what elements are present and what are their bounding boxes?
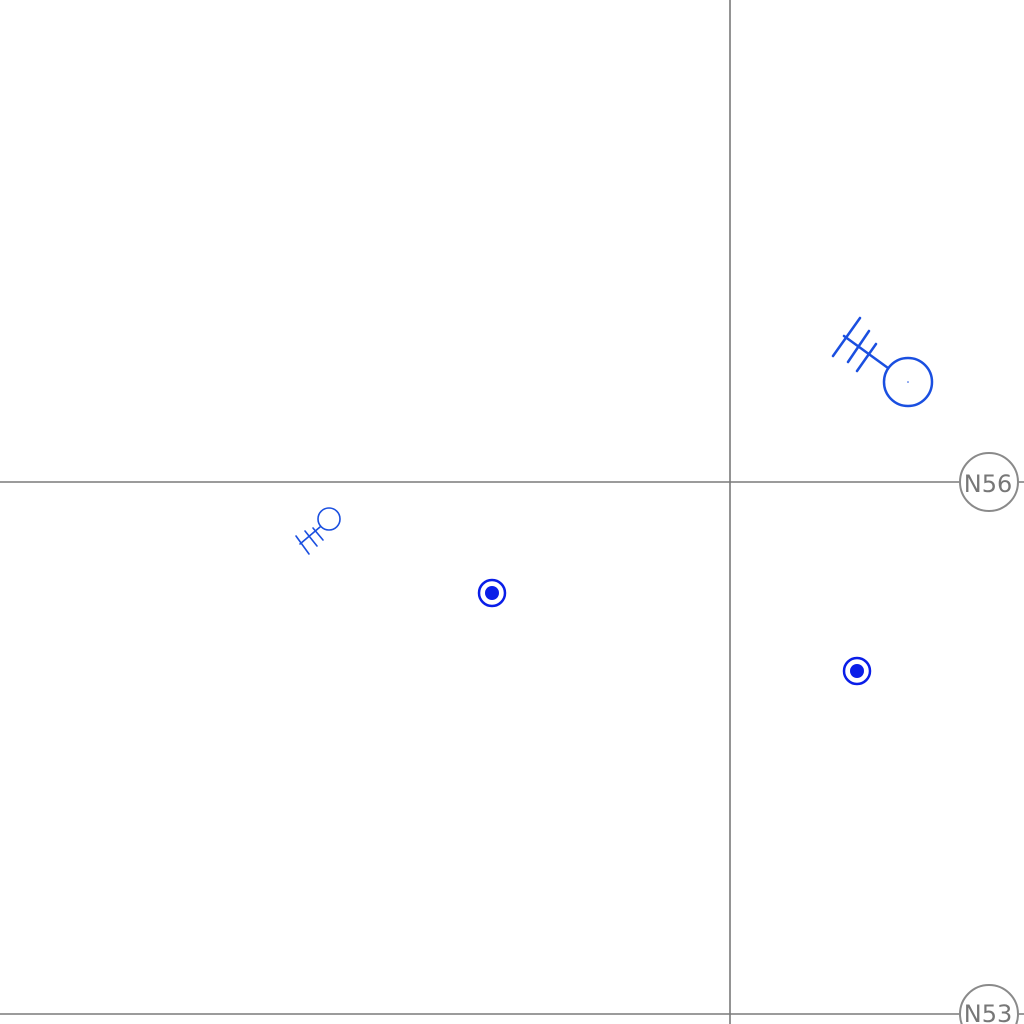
grid-label-badge-icon	[959, 452, 1019, 512]
station-marker-left[interactable]	[477, 578, 507, 608]
wind-barb-small[interactable]	[295, 507, 341, 555]
wind-barb-large[interactable]	[831, 316, 934, 408]
station-marker-right[interactable]	[842, 656, 872, 686]
grid-label-upper: N56	[959, 452, 1019, 512]
station-marker-icon	[842, 656, 872, 686]
grid-label-upper-text: N56	[964, 470, 1013, 498]
grid-label-lower: N53	[959, 984, 1019, 1024]
grid-label-lower-text: N53	[964, 1000, 1013, 1024]
wind-barb-icon	[831, 316, 934, 408]
wind-barb-icon	[295, 507, 341, 555]
station-marker-icon	[477, 578, 507, 608]
grid-label-badge-icon	[959, 984, 1019, 1024]
